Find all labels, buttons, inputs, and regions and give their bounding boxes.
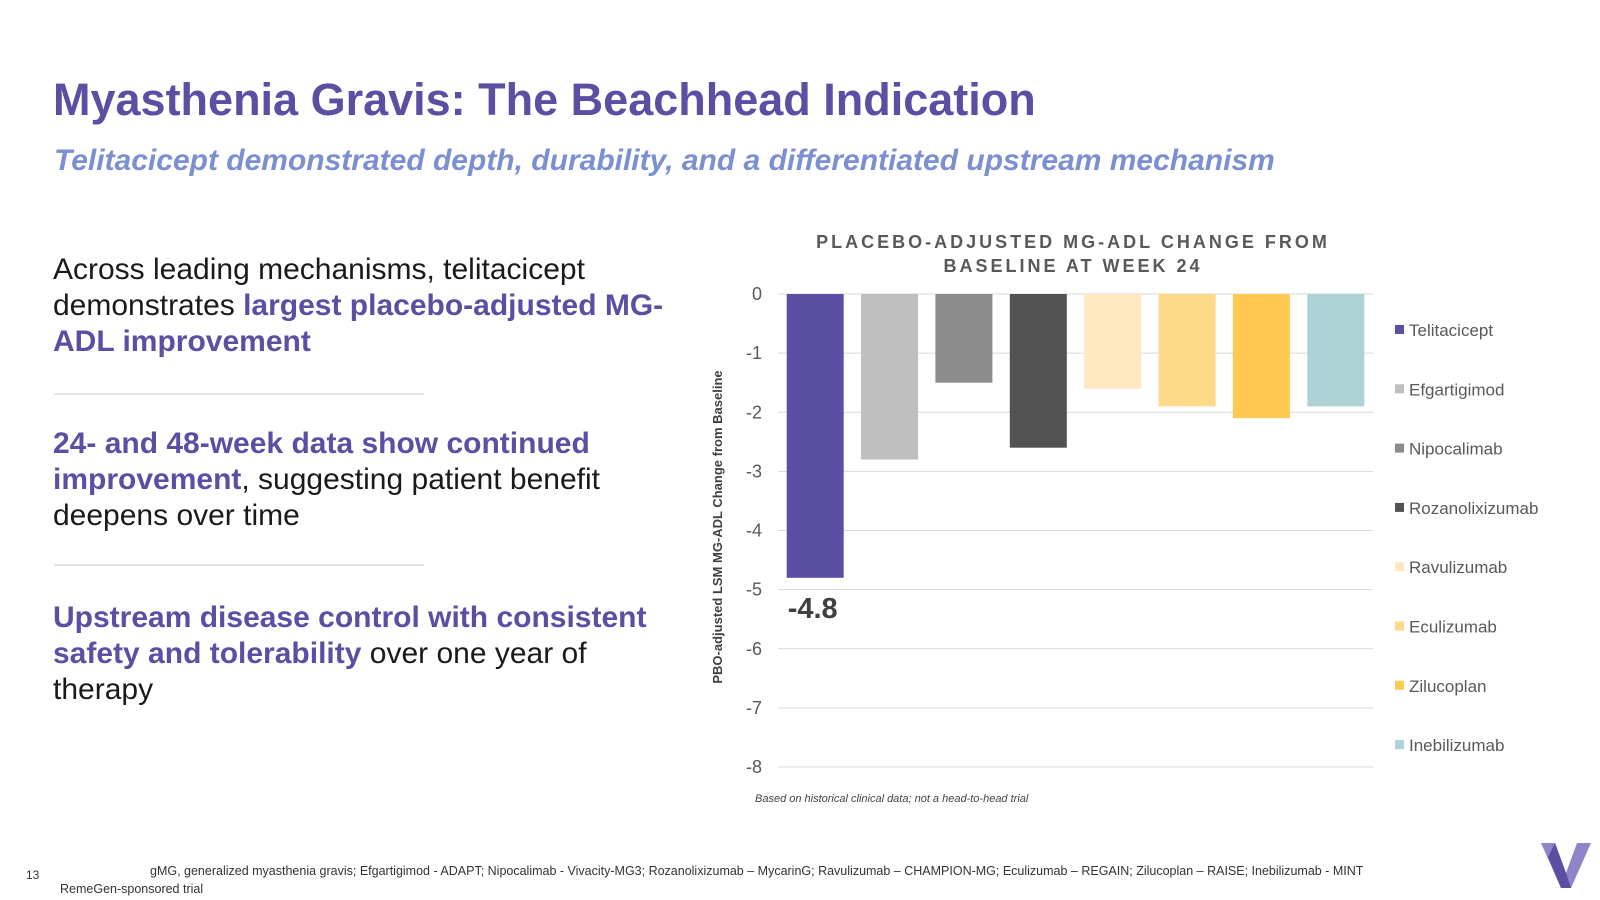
legend-label: Efgartigimod <box>1409 380 1504 399</box>
y-tick-label: -1 <box>746 343 762 363</box>
y-axis-label: PBO-adjusted LSM MG-ADL Change from Base… <box>710 370 725 683</box>
data-label-telitacicept: -4.8 <box>788 593 838 625</box>
bullet-3-highlight: Upstream disease control with consistent… <box>53 601 647 670</box>
v-logo-icon <box>1541 843 1591 888</box>
y-tick-label: -7 <box>746 698 762 718</box>
bullet-2-text-after: , suggesting patient benefit deepens ove… <box>53 463 600 532</box>
legend-swatch <box>1395 502 1404 512</box>
y-tick-label: -3 <box>746 461 762 481</box>
bar-rozanolixizumab <box>1009 294 1067 448</box>
legend-label: Telitacicept <box>1409 321 1493 340</box>
legend-label: Zilucoplan <box>1409 677 1487 696</box>
bar-telitacicept <box>786 294 844 578</box>
bullet-1-text: Across leading mechanisms, telitacicept … <box>53 253 585 322</box>
y-tick-label: -4 <box>746 521 762 541</box>
bullet-3-text-after: over one year of therapy <box>53 637 587 706</box>
y-tick-label: -6 <box>746 639 762 659</box>
legend-label: Nipocalimab <box>1409 440 1503 459</box>
bar-zilucoplan <box>1232 294 1290 419</box>
references-footnote: gMG, generalized myasthenia gravis; Efga… <box>150 864 1364 878</box>
legend-label: Ravulizumab <box>1409 558 1507 577</box>
bullet-2: 24- and 48-week data show continued impr… <box>53 426 673 534</box>
sponsor-note: RemeGen-sponsored trial <box>60 882 204 896</box>
bullet-1: Across leading mechanisms, telitacicept … <box>53 252 673 360</box>
bullet-2-highlight: 24- and 48-week data show continued impr… <box>53 427 590 496</box>
legend-swatch <box>1395 680 1404 690</box>
page-title: Myasthenia Gravis: The Beachhead Indicat… <box>53 74 1036 125</box>
page-number: 13 <box>26 868 40 882</box>
divider-2 <box>54 564 424 566</box>
chart-footnote: Based on historical clinical data; not a… <box>755 793 1029 805</box>
bar-eculizumab <box>1158 294 1216 407</box>
legend-label: Eculizumab <box>1409 618 1497 637</box>
legend-swatch <box>1395 325 1404 334</box>
y-tick-label: -2 <box>746 402 762 422</box>
chart-title-line-1: PLACEBO-ADJUSTED MG-ADL CHANGE FROM <box>816 232 1330 252</box>
bar-efgartigimod <box>861 294 919 460</box>
chart-data-labels: -4.8 <box>788 593 838 625</box>
legend-swatch <box>1395 443 1404 453</box>
chart-title-line-2: BASELINE AT WEEK 24 <box>943 256 1202 276</box>
y-tick-label: -5 <box>746 580 762 600</box>
y-tick-label: -8 <box>746 757 762 777</box>
page-subtitle: Telitacicept demonstrated depth, durabil… <box>54 144 1275 177</box>
bullet-1-highlight: largest placebo-adjusted MG-ADL improvem… <box>53 289 664 358</box>
legend-swatch <box>1395 384 1404 394</box>
legend-label: Rozanolixizumab <box>1409 499 1538 518</box>
divider-1 <box>54 393 424 395</box>
bar-inebilizumab <box>1307 294 1365 407</box>
chart-bars <box>786 294 1365 578</box>
bar-nipocalimab <box>935 294 993 383</box>
bar-ravulizumab <box>1084 294 1142 389</box>
legend-swatch <box>1395 562 1404 572</box>
legend-swatch <box>1395 621 1404 631</box>
legend-label: Inebilizumab <box>1409 736 1504 755</box>
bullet-3: Upstream disease control with consistent… <box>53 600 673 708</box>
chart-legend: Telitacicept Efgartigimod Nipocalimab Rozan… <box>1395 321 1538 755</box>
y-axis-ticks: 0 -1 -2 -3 -4 -5 -6 -7 -8 <box>746 284 762 777</box>
legend-swatch <box>1395 740 1404 750</box>
y-tick-label: 0 <box>752 284 762 304</box>
